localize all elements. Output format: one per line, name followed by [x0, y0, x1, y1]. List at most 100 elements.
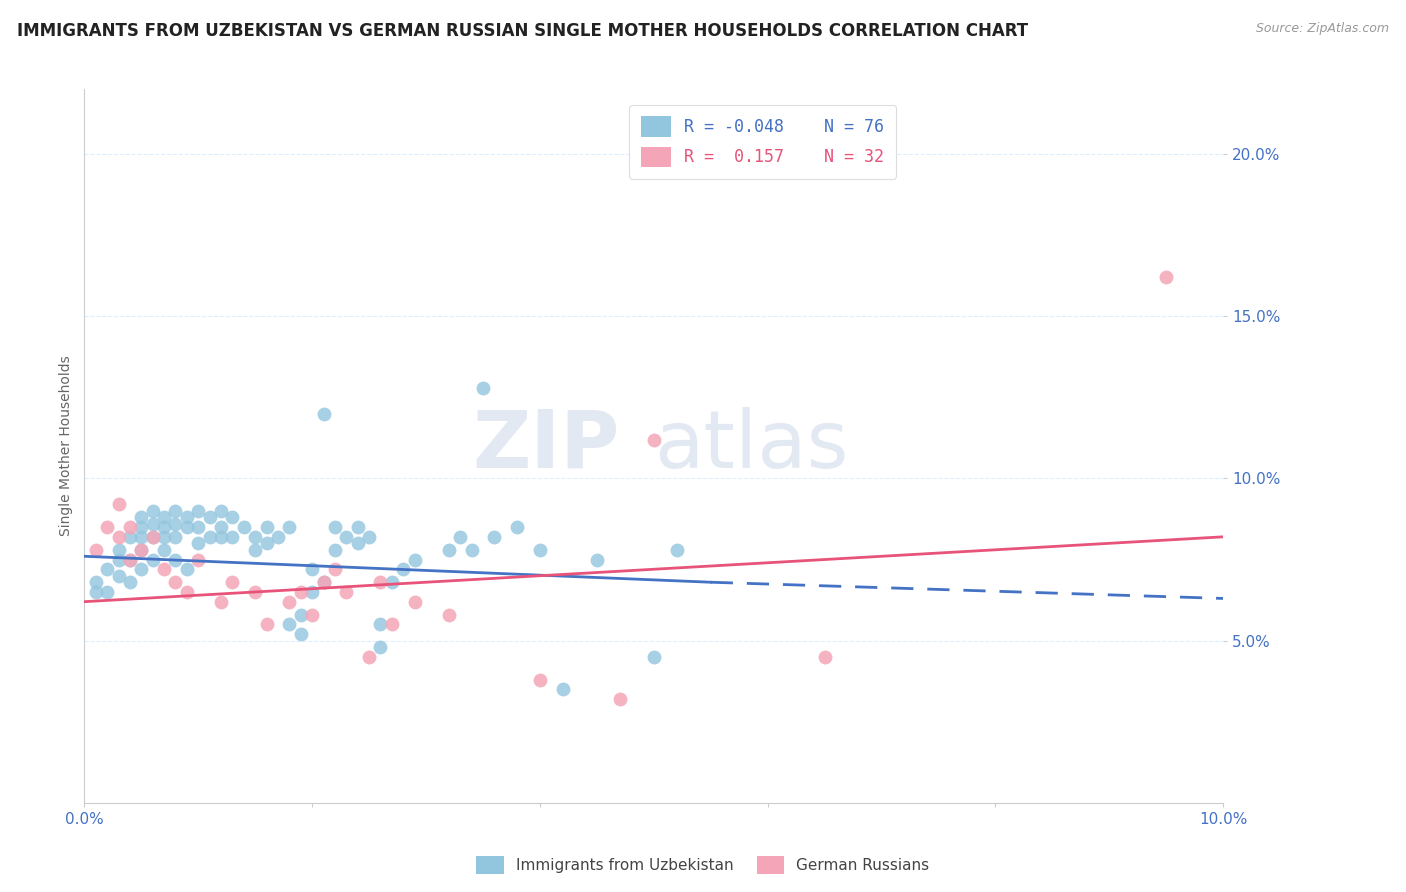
Point	[176, 510, 198, 524]
Point	[437, 542, 460, 557]
Point	[176, 585, 198, 599]
Point	[131, 530, 153, 544]
Point	[449, 530, 471, 544]
Point	[232, 520, 254, 534]
Point	[301, 585, 323, 599]
Point	[472, 381, 495, 395]
Point	[278, 617, 301, 632]
Point	[209, 595, 232, 609]
Point	[118, 552, 141, 566]
Point	[153, 562, 176, 576]
Point	[142, 530, 165, 544]
Point	[643, 433, 665, 447]
Point	[346, 520, 368, 534]
Point	[323, 562, 346, 576]
Point	[209, 504, 232, 518]
Point	[165, 516, 187, 531]
Point	[346, 536, 368, 550]
Point	[165, 575, 187, 590]
Point	[312, 575, 335, 590]
Point	[165, 504, 187, 518]
Point	[245, 585, 267, 599]
Point	[460, 542, 482, 557]
Point	[551, 682, 574, 697]
Point	[107, 542, 129, 557]
Text: atlas: atlas	[654, 407, 848, 485]
Point	[665, 542, 688, 557]
Point	[142, 530, 165, 544]
Point	[131, 542, 153, 557]
Point	[142, 516, 165, 531]
Point	[529, 542, 551, 557]
Point	[392, 562, 415, 576]
Point	[484, 530, 506, 544]
Point	[221, 575, 243, 590]
Point	[381, 617, 404, 632]
Point	[209, 530, 232, 544]
Point	[814, 649, 837, 664]
Point	[153, 530, 176, 544]
Point	[221, 530, 243, 544]
Point	[153, 542, 176, 557]
Point	[153, 520, 176, 534]
Point	[198, 510, 221, 524]
Point	[290, 585, 312, 599]
Point	[278, 595, 301, 609]
Point	[107, 497, 129, 511]
Point	[187, 504, 209, 518]
Point	[359, 530, 381, 544]
Point	[176, 562, 198, 576]
Point	[153, 510, 176, 524]
Point	[312, 575, 335, 590]
Point	[221, 510, 243, 524]
Point	[323, 542, 346, 557]
Point	[404, 595, 426, 609]
Point	[118, 552, 141, 566]
Point	[312, 407, 335, 421]
Point	[256, 536, 278, 550]
Point	[131, 562, 153, 576]
Point	[187, 552, 209, 566]
Point	[586, 552, 609, 566]
Point	[84, 542, 107, 557]
Text: IMMIGRANTS FROM UZBEKISTAN VS GERMAN RUSSIAN SINGLE MOTHER HOUSEHOLDS CORRELATIO: IMMIGRANTS FROM UZBEKISTAN VS GERMAN RUS…	[17, 22, 1028, 40]
Text: ZIP: ZIP	[472, 407, 620, 485]
Point	[96, 562, 118, 576]
Point	[176, 520, 198, 534]
Point	[335, 585, 357, 599]
Y-axis label: Single Mother Households: Single Mother Households	[59, 356, 73, 536]
Point	[290, 627, 312, 641]
Point	[107, 552, 129, 566]
Point	[1156, 270, 1178, 285]
Text: Source: ZipAtlas.com: Source: ZipAtlas.com	[1256, 22, 1389, 36]
Legend: R = -0.048    N = 76, R =  0.157    N = 32: R = -0.048 N = 76, R = 0.157 N = 32	[630, 104, 896, 178]
Point	[84, 585, 107, 599]
Point	[165, 530, 187, 544]
Point	[437, 607, 460, 622]
Point	[142, 552, 165, 566]
Legend: Immigrants from Uzbekistan, German Russians: Immigrants from Uzbekistan, German Russi…	[471, 850, 935, 880]
Point	[359, 649, 381, 664]
Point	[96, 520, 118, 534]
Point	[107, 568, 129, 582]
Point	[278, 520, 301, 534]
Point	[107, 530, 129, 544]
Point	[506, 520, 529, 534]
Point	[370, 640, 392, 654]
Point	[301, 562, 323, 576]
Point	[142, 504, 165, 518]
Point	[643, 649, 665, 664]
Point	[245, 542, 267, 557]
Point	[256, 617, 278, 632]
Point	[323, 520, 346, 534]
Point	[381, 575, 404, 590]
Point	[301, 607, 323, 622]
Point	[267, 530, 290, 544]
Point	[187, 520, 209, 534]
Point	[370, 617, 392, 632]
Point	[335, 530, 357, 544]
Point	[84, 575, 107, 590]
Point	[118, 520, 141, 534]
Point	[131, 510, 153, 524]
Point	[404, 552, 426, 566]
